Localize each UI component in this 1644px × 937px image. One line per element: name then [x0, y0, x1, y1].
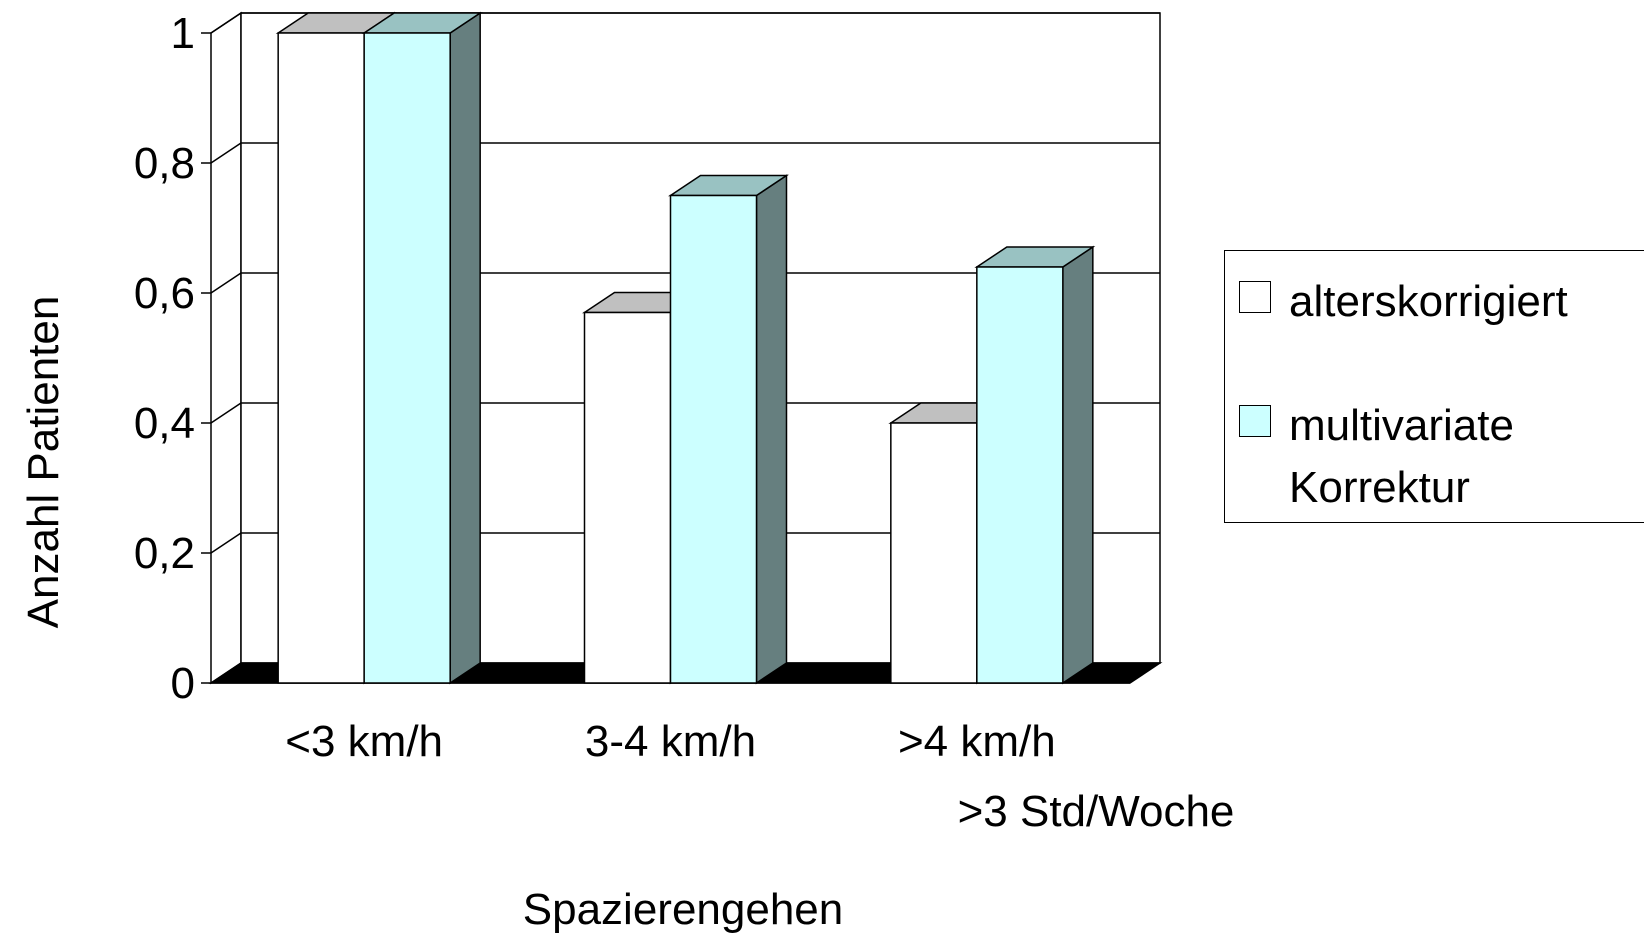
y-tick-label: 0: [171, 659, 195, 708]
y-tick-label: 0,2: [134, 529, 195, 578]
bar-front: [976, 266, 1064, 684]
x-tick-label: 3-4 km/h: [585, 717, 756, 766]
bar-side: [1062, 245, 1094, 685]
bar-front: [363, 32, 451, 684]
legend: alterskorrigiert multivariate Korrektur: [1224, 250, 1644, 523]
gridline: [210, 12, 1160, 34]
y-axis-label: Anzahl Patienten: [19, 296, 68, 629]
bar-front: [890, 422, 978, 684]
bar-front: [669, 194, 758, 684]
gridline: [210, 272, 1160, 294]
legend-item-series-1: alterskorrigiert: [1239, 271, 1639, 333]
bar-series-2-3: [974, 245, 1096, 685]
legend-item-series-2: multivariate Korrektur: [1239, 395, 1639, 519]
bar-series-2-2: [668, 174, 789, 685]
legend-label-series-2: multivariate Korrektur: [1289, 401, 1514, 512]
bar-side: [449, 11, 481, 685]
legend-swatch-series-1: [1239, 281, 1271, 313]
bar-series-2-1: [361, 11, 483, 685]
gridlines: [201, 12, 1160, 684]
x-tick-labels: <3 km/h 3-4 km/h >4 km/h: [285, 717, 1055, 766]
y-tick-label: 1: [171, 9, 195, 58]
gridline: [210, 402, 1160, 424]
bar-side: [755, 174, 788, 685]
bar-front: [583, 311, 672, 684]
x-tick-label: >4 km/h: [898, 717, 1056, 766]
annotation-text: >3 Std/Woche: [958, 787, 1235, 836]
y-tick-label: 0,4: [134, 399, 195, 448]
gridline: [210, 532, 1160, 554]
y-tick-label: 0,6: [134, 269, 195, 318]
y-tick-label: 0,8: [134, 139, 195, 188]
bar-front: [277, 32, 365, 684]
left-wall: [210, 11, 242, 685]
x-tick-label: <3 km/h: [285, 717, 443, 766]
legend-label-series-1: alterskorrigiert: [1289, 277, 1568, 326]
bars: [275, 11, 1096, 685]
x-axis-label: Spazierengehen: [523, 885, 843, 934]
y-tick-labels: 0 0,2 0,4 0,6 0,8 1: [134, 9, 195, 708]
legend-swatch-series-2: [1239, 405, 1271, 437]
gridline: [210, 142, 1160, 164]
